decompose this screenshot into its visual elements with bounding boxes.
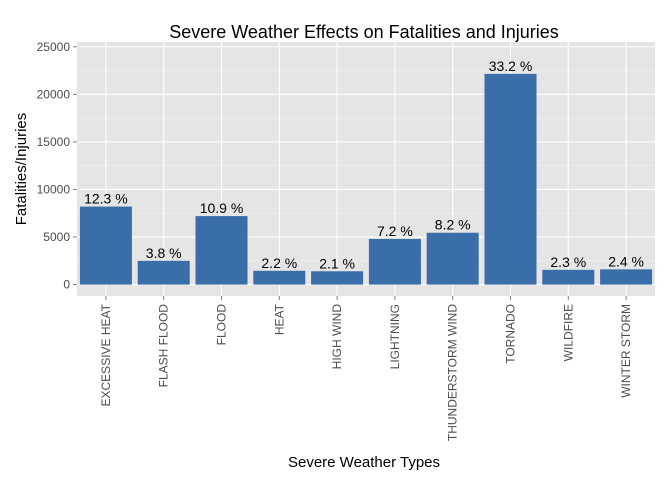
bar-data-label: 12.3 % <box>84 191 128 207</box>
y-tick-label: 25000 <box>37 40 71 54</box>
x-tick-label: LIGHTNING <box>388 304 402 369</box>
x-axis-title: Severe Weather Types <box>288 454 440 471</box>
y-tick-label: 0 <box>63 278 70 292</box>
x-tick-label: EXCESSIVE HEAT <box>99 303 113 406</box>
bar <box>426 232 479 285</box>
bar <box>253 270 306 285</box>
bar <box>137 260 190 285</box>
x-tick-label: WILDFIRE <box>561 304 575 361</box>
bar-data-label: 7.2 % <box>377 223 413 239</box>
bar <box>600 269 653 285</box>
y-axis-title: Fatalities/Injuries <box>13 113 30 226</box>
x-tick-label: FLOOD <box>215 304 229 346</box>
bar <box>542 269 595 285</box>
bar-data-label: 2.3 % <box>550 254 586 270</box>
bar-data-label: 2.4 % <box>608 253 644 269</box>
x-tick-label: HIGH WIND <box>330 304 344 370</box>
bar-data-label: 2.2 % <box>261 255 297 271</box>
y-tick-label: 10000 <box>37 182 71 196</box>
data-labels: 12.3 % 3.8 % 10.9 % 2.2 % 2.1 % 7.2 % 8.2 % 33.… <box>84 58 644 271</box>
x-tick-label: WINTER STORM <box>619 304 633 398</box>
chart-title: Severe Weather Effects on Fatalities and… <box>169 22 559 42</box>
bar-data-label: 8.2 % <box>435 217 471 233</box>
y-axis: 0 5000 10000 15000 20000 25000 <box>37 40 77 292</box>
bar <box>79 206 132 285</box>
bar-data-label: 3.8 % <box>146 245 182 261</box>
bar-data-label: 33.2 % <box>489 58 533 74</box>
x-tick-label: TORNADO <box>504 304 518 364</box>
x-axis: EXCESSIVE HEAT FLASH FLOOD FLOOD HEAT HIGH W… <box>99 296 633 441</box>
x-tick-label: HEAT <box>272 303 286 335</box>
y-tick-label: 5000 <box>43 230 70 244</box>
y-tick-label: 15000 <box>37 135 71 149</box>
y-tick-label: 20000 <box>37 87 71 101</box>
bar-data-label: 10.9 % <box>200 200 244 216</box>
bars <box>79 73 653 285</box>
plot-panel <box>77 42 655 296</box>
bar <box>368 238 421 285</box>
x-tick-label: FLASH FLOOD <box>157 304 171 388</box>
bar-data-label: 2.1 % <box>319 255 355 271</box>
bar <box>484 73 537 285</box>
bar <box>311 271 364 285</box>
bar <box>195 216 248 285</box>
x-tick-label: THUNDERSTORM WIND <box>446 304 460 441</box>
